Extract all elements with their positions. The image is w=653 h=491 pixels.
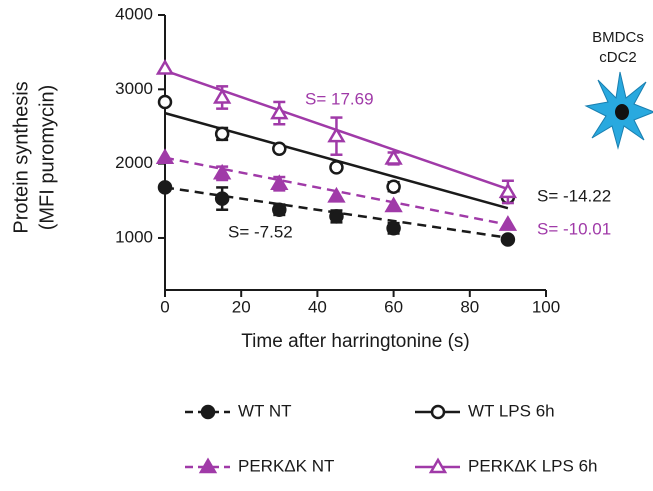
data-point <box>430 404 446 420</box>
y-axis-label: Protein synthesis <box>10 81 32 233</box>
data-point <box>386 221 401 236</box>
data-point <box>272 202 287 217</box>
x-tick-label: 40 <box>308 297 327 316</box>
data-point <box>329 209 344 224</box>
y-tick-label: 1000 <box>115 227 153 246</box>
data-point <box>327 186 346 203</box>
data-point <box>198 457 218 474</box>
fit-label: S= 17.69 <box>305 89 374 108</box>
y-tick-label: 4000 <box>115 4 153 23</box>
x-axis-label: Time after harringtonine (s) <box>241 331 469 352</box>
data-point <box>386 179 401 194</box>
fit-label: S= -10.01 <box>537 219 611 238</box>
data-point <box>155 148 175 164</box>
data-point <box>157 94 173 110</box>
fit-line <box>164 156 509 226</box>
data-point <box>428 457 448 474</box>
y-tick-label: 3000 <box>115 79 153 98</box>
data-point <box>157 180 173 195</box>
x-tick-label: 0 <box>160 297 169 316</box>
data-point <box>212 163 232 180</box>
data-point <box>214 126 230 142</box>
legend-label: PERKΔK NT <box>238 456 334 475</box>
data-point <box>270 103 289 120</box>
inset-label: BMDCs <box>592 29 644 46</box>
data-point <box>270 174 289 190</box>
data-point <box>498 215 518 231</box>
cell-icon <box>584 71 653 150</box>
data-point <box>327 126 346 143</box>
x-tick-label: 80 <box>460 297 479 316</box>
x-tick-label: 60 <box>384 297 403 316</box>
data-point <box>384 196 403 213</box>
data-point <box>329 160 344 175</box>
fit-label: S= -7.52 <box>228 222 293 241</box>
inset-label: cDC2 <box>599 49 637 66</box>
legend-label: PERKΔK LPS 6h <box>468 456 597 475</box>
y-axis-label: (MFI puromycin) <box>36 85 58 231</box>
data-point <box>200 404 216 420</box>
data-point <box>212 88 232 104</box>
x-tick-label: 20 <box>232 297 251 316</box>
data-point <box>214 191 230 206</box>
fit-label: S= -14.22 <box>537 186 611 205</box>
legend-label: WT LPS 6h <box>468 401 555 420</box>
legend-label: WT NT <box>238 401 292 420</box>
data-point <box>272 141 287 157</box>
x-tick-label: 100 <box>532 297 560 316</box>
data-point <box>498 182 518 199</box>
data-point <box>155 59 175 75</box>
data-point <box>500 232 516 247</box>
y-tick-label: 2000 <box>115 153 153 172</box>
data-point <box>384 148 403 165</box>
